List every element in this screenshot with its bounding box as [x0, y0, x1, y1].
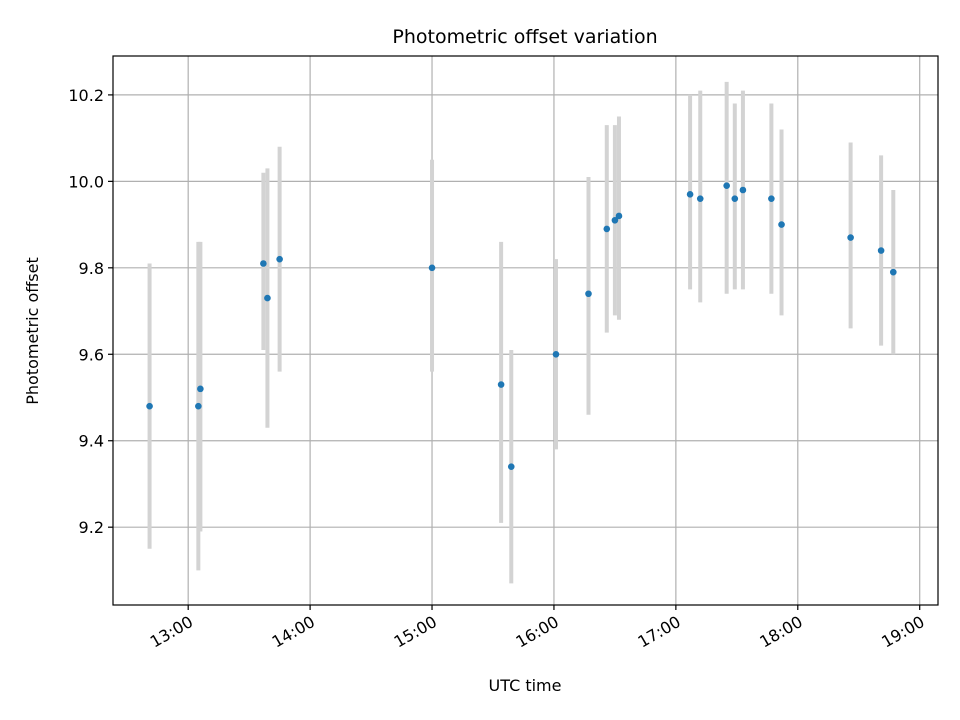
y-tick-label: 9.8: [79, 259, 104, 278]
data-point: [497, 381, 505, 388]
data-point: [768, 195, 775, 202]
data-point: [276, 255, 283, 263]
data-point: [778, 221, 785, 228]
y-tick-label: 9.4: [79, 432, 104, 451]
data-point: [197, 385, 204, 393]
data-point: [428, 264, 436, 272]
data-point: [731, 195, 739, 202]
y-tick-label: 9.2: [79, 518, 104, 537]
data-point: [847, 234, 854, 241]
data-points: [146, 182, 897, 470]
data-point: [585, 290, 592, 298]
chart-title: Photometric offset variation: [392, 26, 657, 48]
y-tick-label: 10.0: [68, 172, 104, 191]
data-point: [603, 225, 611, 233]
y-tick-label: 9.6: [79, 345, 104, 364]
data-point: [723, 182, 730, 189]
data-point: [552, 350, 560, 358]
data-point: [260, 260, 267, 267]
data-point: [739, 186, 747, 194]
data-point: [507, 463, 515, 470]
data-point: [615, 212, 623, 220]
data-point: [146, 402, 153, 410]
y-axis-ticks: 9.2 9.4 9.6 9.8 10.0 10.2: [68, 86, 113, 537]
data-point: [195, 402, 202, 410]
data-point: [686, 191, 694, 198]
plot-area: [113, 56, 938, 605]
data-point: [877, 247, 885, 254]
data-point: [611, 216, 619, 224]
data-point: [264, 294, 271, 302]
plot-frame: [112, 55, 939, 606]
y-axis-label: Photometric offset: [23, 257, 42, 405]
y-tick-label: 10.2: [68, 86, 104, 105]
x-axis-label: UTC time: [489, 676, 562, 695]
data-point: [889, 268, 897, 276]
data-point: [696, 195, 704, 202]
